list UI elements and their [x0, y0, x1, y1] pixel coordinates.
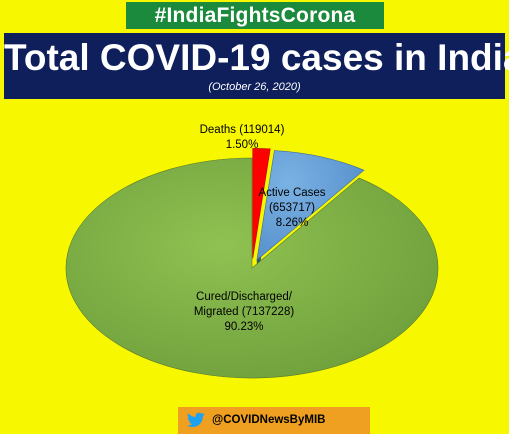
active-data-label: Active Cases (653717) 8.26%	[248, 186, 336, 231]
active-label-line1: Active Cases	[258, 187, 326, 199]
cured-label-percent: 90.23%	[224, 321, 264, 333]
deaths-data-label: Deaths (119014) 1.50%	[182, 123, 302, 153]
active-label-count: (653717)	[268, 202, 316, 214]
twitter-bird-icon	[187, 412, 205, 428]
twitter-handle-banner[interactable]: @COVIDNewsByMIB	[178, 407, 370, 434]
hashtag-banner: #IndiaFightsCorona	[126, 2, 384, 29]
deaths-label-line1: Deaths (119014)	[199, 124, 285, 136]
active-slice	[256, 150, 365, 261]
cured-label-line1: Cured/Discharged/	[196, 291, 292, 303]
cured-label-line2: Migrated (7137228)	[193, 306, 295, 318]
twitter-handle[interactable]: @COVIDNewsByMIB	[212, 414, 326, 426]
deaths-label-percent: 1.50%	[225, 139, 259, 151]
pie-top-layer	[65, 148, 439, 379]
cured-slice	[65, 157, 439, 379]
chart-date: (October 26, 2020)	[208, 81, 301, 93]
active-label-percent: 8.26%	[275, 217, 309, 229]
cured-data-label: Cured/Discharged/ Migrated (7137228) 90.…	[178, 290, 310, 335]
title-banner: Total COVID-19 cases in India (October 2…	[4, 33, 509, 99]
deaths-slice	[252, 148, 271, 259]
chart-title: Total COVID-19 cases in India	[4, 37, 509, 78]
hashtag-text: #IndiaFightsCorona	[154, 4, 356, 27]
